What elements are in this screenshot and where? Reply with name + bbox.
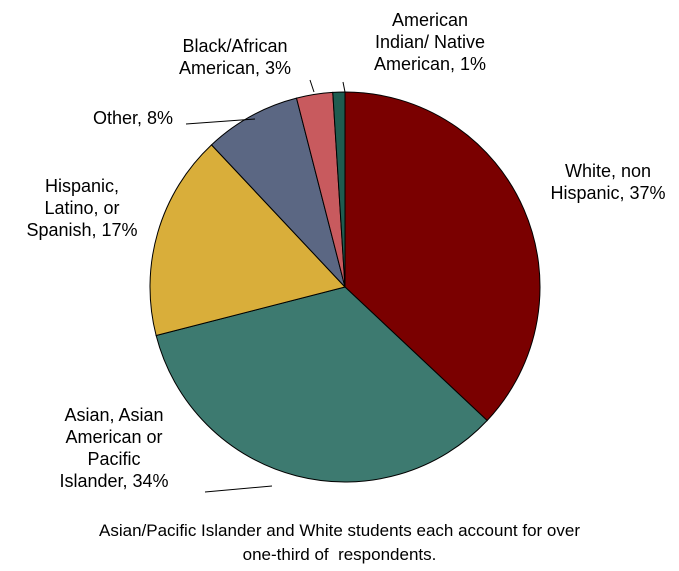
- data-label-line: White, non: [565, 161, 651, 181]
- caption-line-2: one-third of respondents.: [242, 545, 437, 564]
- leader-line-american-indian-native-american: [342, 81, 346, 93]
- data-label-line: Pacific: [87, 449, 140, 469]
- pie-slice-hispanic-latino-or-spanish: [149, 144, 346, 337]
- data-label-line: Hispanic, 37%: [550, 183, 665, 203]
- leader-line-other: [185, 118, 256, 125]
- data-label-other: Other, 8%: [93, 108, 173, 128]
- data-label-american-indian-native-american: American Indian/ Native American, 1%: [374, 10, 486, 74]
- data-label-line: Hispanic,: [45, 176, 119, 196]
- data-label-line: Asian, Asian: [64, 405, 163, 425]
- pie-slice-asian-asian-american-or-pacific-islander: [155, 286, 488, 483]
- chart-caption: Asian/Pacific Islander and White student…: [0, 519, 679, 567]
- data-label-line: American, 1%: [374, 54, 486, 74]
- data-label-line: American or: [65, 427, 162, 447]
- data-labels: White, non Hispanic, 37%Asian, Asian Ameri…: [26, 10, 665, 491]
- leader-line-asian-asian-american-or-pacific-islander: [204, 485, 273, 493]
- data-label-white-non-hispanic: White, non Hispanic, 37%: [550, 161, 665, 203]
- data-label-line: Islander, 34%: [59, 471, 168, 491]
- data-label-hispanic-latino-or-spanish: Hispanic, Latino, or Spanish, 17%: [26, 176, 137, 240]
- leader-lines: [185, 79, 346, 493]
- pie-slice-white-non-hispanic: [344, 91, 541, 422]
- data-label-line: Latino, or: [44, 198, 119, 218]
- data-label-line: Indian/ Native: [375, 32, 485, 52]
- data-label-line: Spanish, 17%: [26, 220, 137, 240]
- leader-line-black-african-american: [309, 79, 315, 93]
- data-label-line: American, 3%: [179, 58, 291, 78]
- data-label-line: Other, 8%: [93, 108, 173, 128]
- caption-line-1: Asian/Pacific Islander and White student…: [99, 521, 580, 540]
- data-label-asian-asian-american-or-pacific-islander: Asian, Asian American or Pacific Islander, …: [59, 405, 168, 491]
- pie-chart: White, non Hispanic, 37%Asian, Asian Ameri…: [26, 10, 666, 493]
- data-label-line: American: [392, 10, 468, 30]
- data-label-black-african-american: Black/African American, 3%: [179, 36, 291, 78]
- data-label-line: Black/African: [182, 36, 287, 56]
- pie-slices: [149, 91, 541, 483]
- pie-slice-other: [210, 97, 346, 288]
